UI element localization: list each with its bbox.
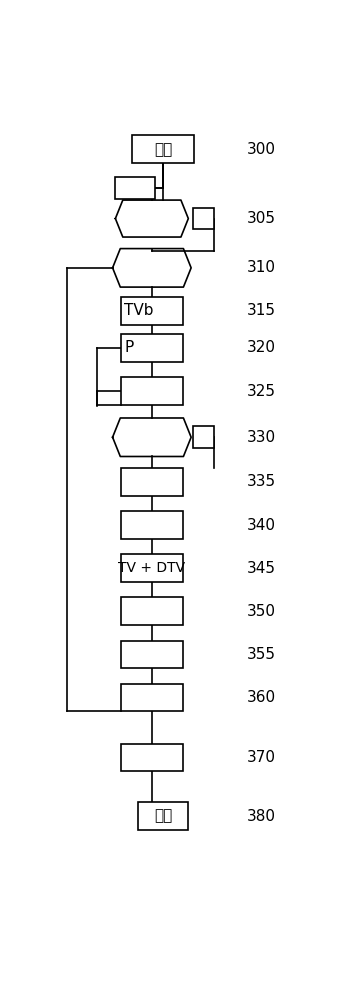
Bar xyxy=(121,744,183,771)
Text: 380: 380 xyxy=(247,809,276,824)
Bar xyxy=(121,554,183,582)
Bar xyxy=(138,802,188,830)
Text: 360: 360 xyxy=(247,690,276,705)
Bar xyxy=(121,468,183,496)
Text: TV + DTV: TV + DTV xyxy=(118,561,185,575)
Text: TVb: TVb xyxy=(125,303,154,318)
Text: 345: 345 xyxy=(247,561,276,576)
Bar xyxy=(121,297,183,325)
Text: 310: 310 xyxy=(247,260,276,275)
Text: 325: 325 xyxy=(247,384,276,399)
Text: 结束: 结束 xyxy=(154,809,172,824)
Bar xyxy=(193,208,214,229)
Bar xyxy=(121,597,183,625)
Bar xyxy=(121,334,183,362)
Text: 355: 355 xyxy=(247,647,276,662)
Bar xyxy=(121,641,183,668)
Text: 330: 330 xyxy=(247,430,276,445)
Text: 开始: 开始 xyxy=(154,142,172,157)
Bar xyxy=(121,377,183,405)
Bar xyxy=(121,511,183,539)
Bar xyxy=(193,426,214,448)
Bar xyxy=(121,684,183,711)
Bar xyxy=(115,177,155,199)
Text: P: P xyxy=(125,340,134,355)
Text: 315: 315 xyxy=(247,303,276,318)
Text: 320: 320 xyxy=(247,340,276,355)
Text: 335: 335 xyxy=(247,474,276,489)
Text: 300: 300 xyxy=(247,142,276,157)
Text: 305: 305 xyxy=(247,211,276,226)
Text: 340: 340 xyxy=(247,518,276,533)
Text: 350: 350 xyxy=(247,604,276,619)
Bar xyxy=(132,135,194,163)
Text: 370: 370 xyxy=(247,750,276,765)
